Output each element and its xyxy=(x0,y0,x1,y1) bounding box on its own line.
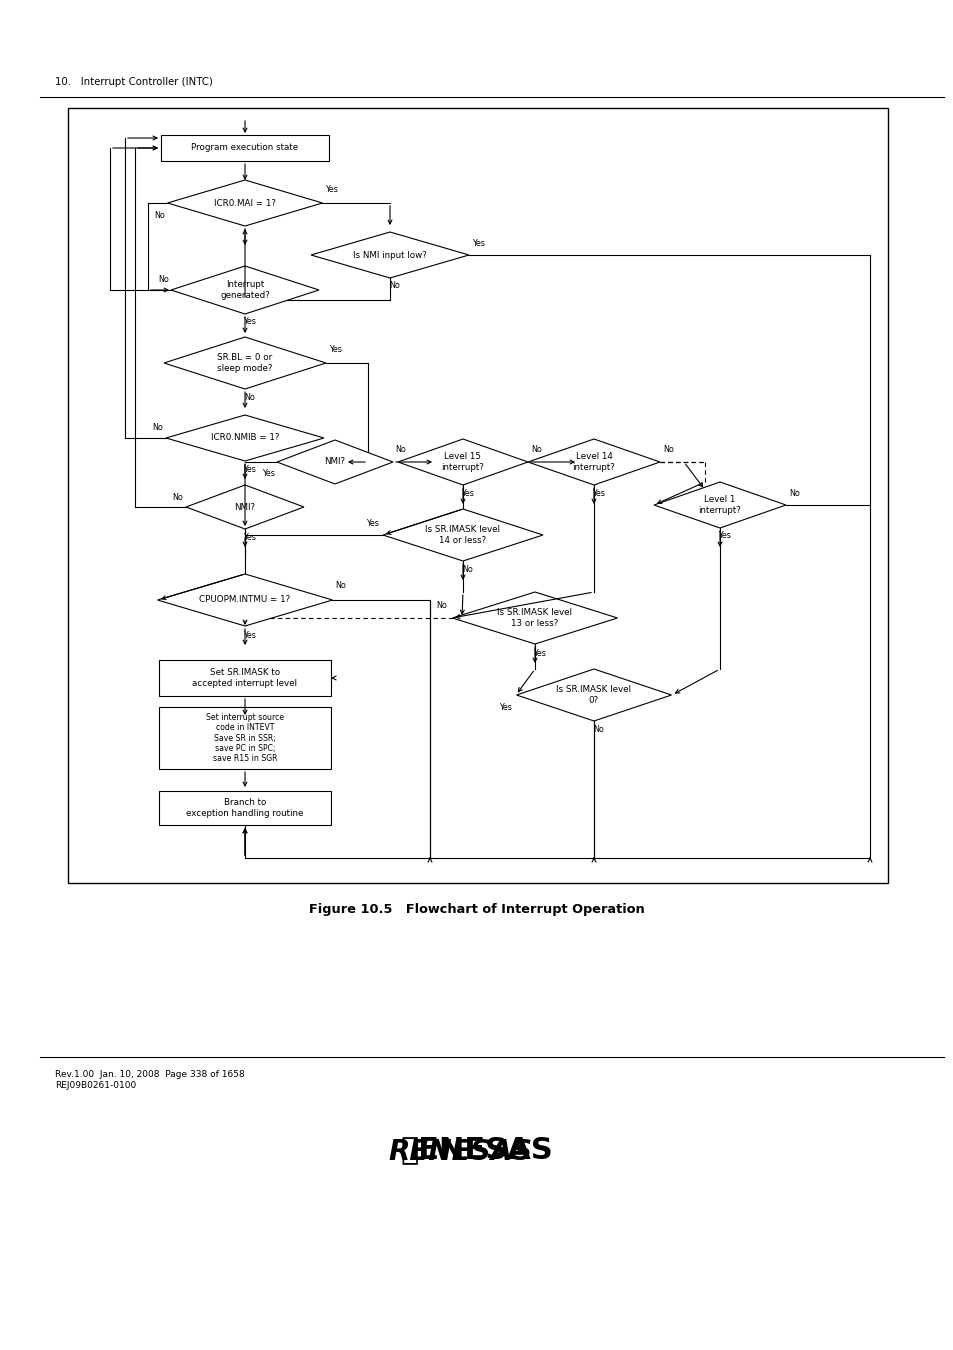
Text: Yes: Yes xyxy=(472,239,484,247)
Text: Yes: Yes xyxy=(461,489,474,498)
Polygon shape xyxy=(186,485,304,529)
Text: No: No xyxy=(389,281,400,289)
Text: Set SR.IMASK to
accepted interrupt level: Set SR.IMASK to accepted interrupt level xyxy=(193,668,297,687)
Polygon shape xyxy=(168,180,322,225)
Text: No: No xyxy=(335,582,346,590)
Polygon shape xyxy=(654,482,785,528)
Text: Yes: Yes xyxy=(243,464,256,474)
Text: No: No xyxy=(593,725,604,734)
Text: NMI?: NMI? xyxy=(234,502,255,512)
Text: ICR0.MAI = 1?: ICR0.MAI = 1? xyxy=(213,198,275,208)
Text: SR.BL = 0 or
sleep mode?: SR.BL = 0 or sleep mode? xyxy=(217,354,273,373)
Bar xyxy=(68,108,887,883)
Text: Yes: Yes xyxy=(718,532,731,540)
Text: 10.   Interrupt Controller (INTC): 10. Interrupt Controller (INTC) xyxy=(55,77,213,86)
Text: Is SR.IMASK level
14 or less?: Is SR.IMASK level 14 or less? xyxy=(425,525,500,544)
Text: Yes: Yes xyxy=(243,317,256,327)
Text: No: No xyxy=(172,493,183,501)
Text: ⓇENESAS: ⓇENESAS xyxy=(400,1135,553,1165)
Text: Yes: Yes xyxy=(498,702,512,711)
Text: Branch to
exception handling routine: Branch to exception handling routine xyxy=(186,798,303,818)
Text: Is SR.IMASK level
0?: Is SR.IMASK level 0? xyxy=(556,686,631,705)
Polygon shape xyxy=(397,439,527,485)
Text: Set interrupt source
code in INTEVT
Save SR in SSR;
save PC in SPC;
save R15 in : Set interrupt source code in INTEVT Save… xyxy=(206,713,284,763)
Polygon shape xyxy=(452,593,617,644)
Text: Level 1
interrupt?: Level 1 interrupt? xyxy=(698,495,740,514)
Text: No: No xyxy=(788,489,799,498)
Bar xyxy=(161,135,329,161)
Polygon shape xyxy=(171,266,318,315)
Text: Yes: Yes xyxy=(262,470,274,478)
Polygon shape xyxy=(527,439,659,485)
Polygon shape xyxy=(311,232,469,278)
Text: Program execution state: Program execution state xyxy=(192,143,298,153)
Text: Yes: Yes xyxy=(366,518,378,528)
Polygon shape xyxy=(164,338,326,389)
Polygon shape xyxy=(157,574,333,626)
Text: No: No xyxy=(158,275,169,285)
Text: Yes: Yes xyxy=(533,648,546,657)
Polygon shape xyxy=(166,414,324,460)
Polygon shape xyxy=(382,509,542,562)
Text: No: No xyxy=(244,393,255,402)
Text: No: No xyxy=(531,444,541,454)
Text: Level 14
interrupt?: Level 14 interrupt? xyxy=(572,452,615,471)
Text: ICR0.NMIB = 1?: ICR0.NMIB = 1? xyxy=(211,433,279,443)
Bar xyxy=(159,791,331,825)
Text: Figure 10.5   Flowchart of Interrupt Operation: Figure 10.5 Flowchart of Interrupt Opera… xyxy=(309,903,644,917)
Text: Is SR.IMASK level
13 or less?: Is SR.IMASK level 13 or less? xyxy=(497,609,572,628)
Polygon shape xyxy=(516,670,671,721)
Polygon shape xyxy=(276,440,393,485)
Text: Level 15
interrupt?: Level 15 interrupt? xyxy=(441,452,484,471)
Text: NMI?: NMI? xyxy=(324,458,345,467)
Text: No: No xyxy=(154,211,165,220)
Text: Yes: Yes xyxy=(325,185,337,194)
Text: No: No xyxy=(662,446,673,455)
Text: Rev.1.00  Jan. 10, 2008  Page 338 of 1658
REJ09B0261-0100: Rev.1.00 Jan. 10, 2008 Page 338 of 1658 … xyxy=(55,1071,245,1089)
Text: RENESAS: RENESAS xyxy=(388,1138,532,1166)
Text: Yes: Yes xyxy=(592,489,605,498)
Text: No: No xyxy=(462,566,473,575)
Text: No: No xyxy=(436,602,447,610)
Text: Interrupt
generated?: Interrupt generated? xyxy=(220,281,270,300)
Text: Yes: Yes xyxy=(243,630,256,640)
Text: Yes: Yes xyxy=(329,344,341,354)
Text: CPUOPM.INTMU = 1?: CPUOPM.INTMU = 1? xyxy=(199,595,291,605)
Text: Is NMI input low?: Is NMI input low? xyxy=(353,251,427,259)
Bar xyxy=(159,660,331,697)
Bar xyxy=(159,707,331,769)
Text: Yes: Yes xyxy=(243,532,256,541)
Text: No: No xyxy=(152,424,163,432)
Text: No: No xyxy=(395,446,405,455)
